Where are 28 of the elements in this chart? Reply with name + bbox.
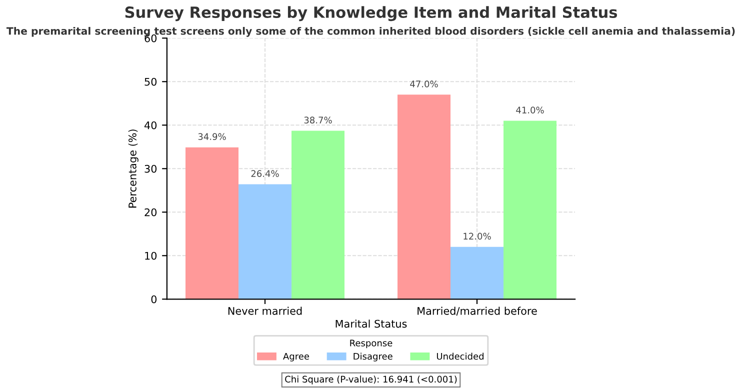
x-axis-title: Marital Status [336,320,407,328]
y-tick-label: 50 [144,78,157,86]
bar [504,120,556,300]
text: Chi Square (P-value): 16.941 (<0.001) [285,376,457,384]
data-label: 47.0% [410,80,438,88]
data-label: 38.7% [304,116,332,124]
x-tick-label: Never married [228,306,302,315]
bar [450,246,504,300]
bar [238,184,292,300]
legend-label: Disagree [354,352,392,362]
y-tick-label: 40 [144,121,157,130]
y-tick-label: 20 [144,208,157,216]
bar [186,147,238,300]
data-label: 41.0% [516,106,544,114]
data-label: 12.0% [464,232,491,240]
x-tick-label: Married/married before [418,306,537,316]
y-tick-label: 10 [145,252,157,260]
legend-label: Undecided [436,352,484,360]
legend-title: Response [350,340,392,348]
y-axis-title: Percentage (%) [128,130,138,208]
y-tick-label: 0 [151,295,157,304]
y-tick-label: 30 [144,164,157,173]
bar [292,130,344,300]
data-label: 26.4% [251,170,279,177]
bar [398,94,450,300]
data-label: 34.9% [198,133,226,140]
legend-label: Agree [283,352,310,362]
chart-title: Survey Responses by Knowledge Item and Marital Status [125,6,618,22]
